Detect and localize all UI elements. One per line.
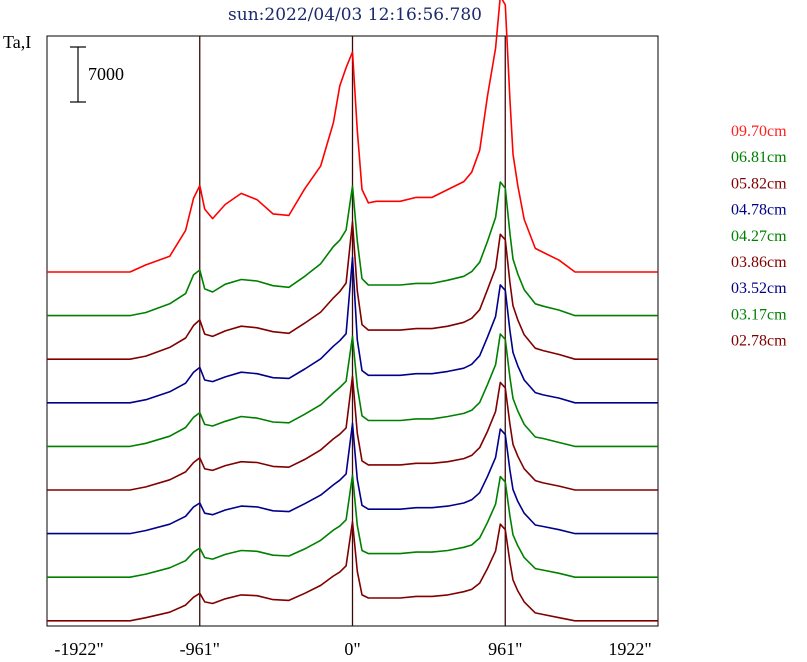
chart-title: sun:2022/04/03 12:16:56.780 — [228, 5, 482, 25]
series-line-5 — [47, 375, 658, 491]
x-tick-label-1: -961" — [180, 639, 220, 659]
scale-bar-label: 7000 — [88, 64, 124, 84]
legend-item-7: 03.17cm — [731, 306, 787, 323]
legend-item-5: 03.86cm — [731, 254, 787, 271]
scale-bar: 7000 — [70, 46, 124, 103]
legend-item-3: 04.78cm — [731, 202, 787, 219]
legend-item-1: 06.81cm — [731, 149, 787, 166]
series-line-7 — [47, 474, 658, 578]
series-line-3 — [47, 256, 658, 404]
legend: 09.70cm 06.81cm 05.82cm 04.78cm 04.27cm 03.86… — [731, 123, 787, 350]
x-tick-labels: -1922" -961" 0" 961" 1922" — [54, 639, 651, 659]
series-line-0 — [47, 0, 658, 273]
legend-item-8: 02.78cm — [731, 333, 787, 350]
x-tick-label-0: -1922" — [54, 639, 103, 659]
x-tick-label-4: 1922" — [608, 639, 651, 659]
series-line-6 — [47, 422, 658, 535]
legend-item-6: 03.52cm — [731, 280, 787, 297]
x-tick-label-2: 0" — [344, 639, 360, 659]
series-line-8 — [47, 521, 658, 622]
series-traces — [47, 0, 658, 622]
vertical-markers — [199, 36, 506, 626]
legend-item-2: 05.82cm — [731, 175, 787, 192]
series-line-2 — [47, 220, 658, 360]
x-tick-label-3: 961" — [488, 639, 522, 659]
series-line-1 — [47, 181, 658, 317]
legend-item-0: 09.70cm — [731, 123, 787, 140]
legend-item-4: 04.27cm — [731, 228, 787, 245]
y-axis-label: Ta,I — [3, 32, 31, 52]
series-line-4 — [47, 333, 658, 448]
